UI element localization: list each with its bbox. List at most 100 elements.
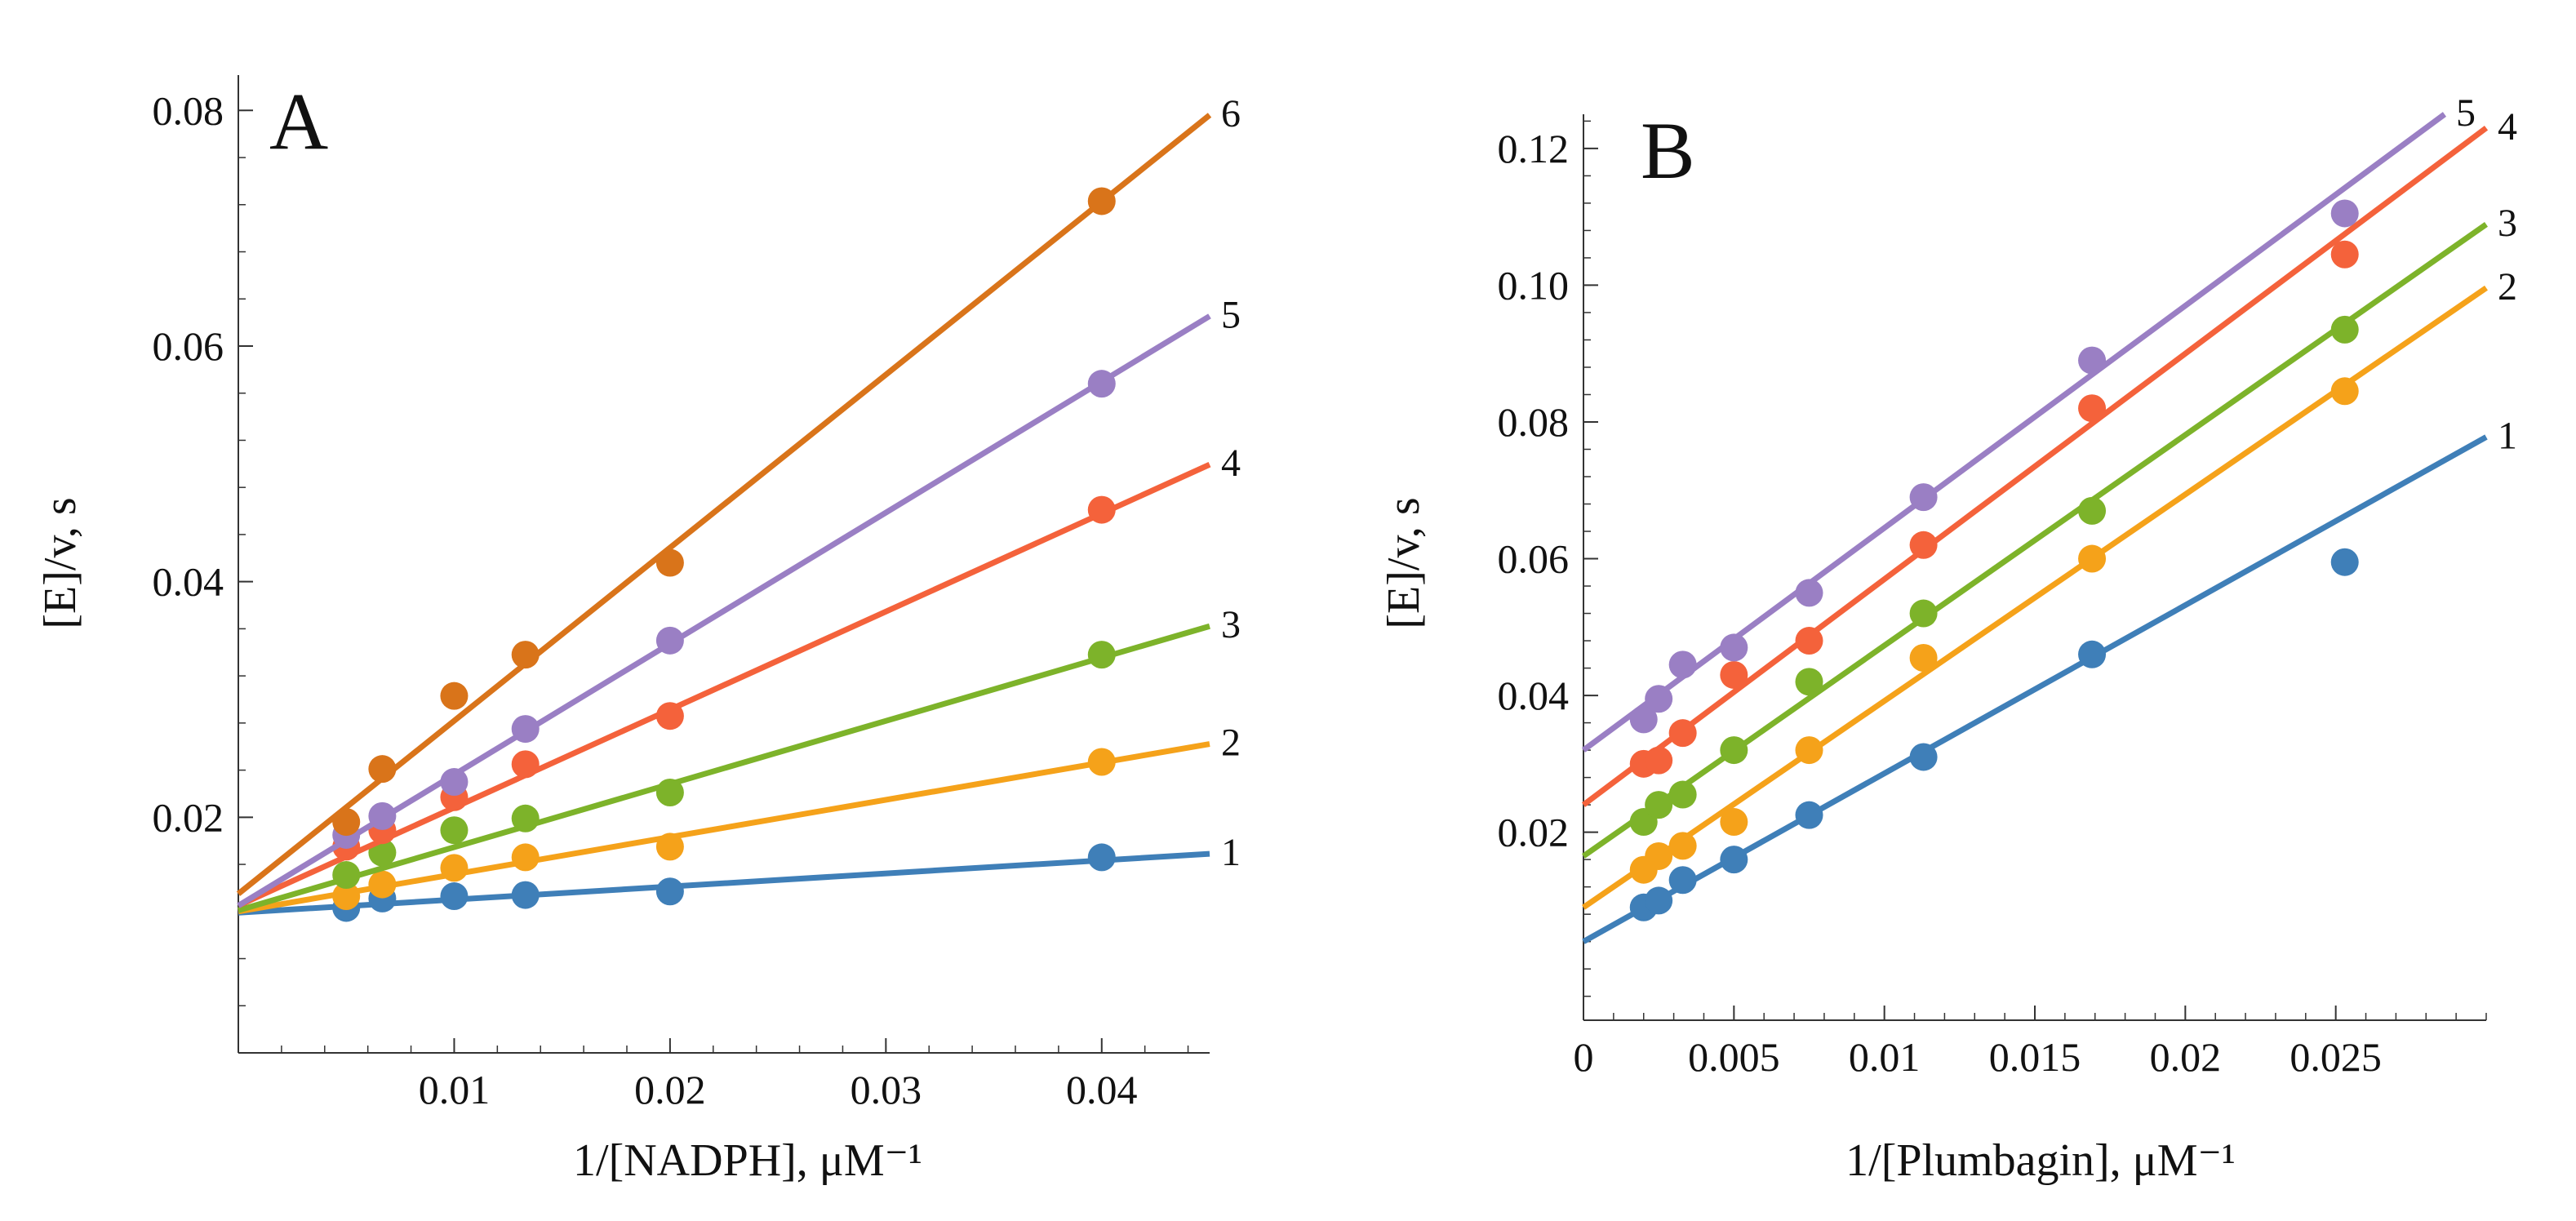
y-tick-label: 0.02 — [153, 794, 224, 840]
x-tick-label: 0.02 — [2150, 1034, 2222, 1080]
data-point — [511, 804, 540, 832]
series-label: 5 — [1221, 293, 1241, 336]
data-point — [440, 882, 469, 911]
y-tick-label: 0.04 — [153, 559, 224, 605]
y-tick-label: 0.04 — [1498, 673, 1570, 718]
data-point — [1795, 801, 1823, 829]
series-label: 1 — [2498, 414, 2517, 457]
data-point — [2330, 315, 2359, 344]
data-point — [1668, 832, 1697, 860]
data-point — [511, 881, 540, 909]
data-point — [2330, 240, 2359, 269]
series-label: 6 — [1221, 92, 1241, 135]
series-label: 3 — [2498, 202, 2517, 245]
fit-line — [1582, 434, 2488, 944]
data-point — [332, 808, 361, 837]
y-axis-title: [E]/v, s — [1379, 497, 1429, 628]
data-point — [655, 779, 684, 807]
data-point — [2330, 199, 2359, 228]
y-tick-label: 0.08 — [1498, 399, 1570, 445]
data-point — [1720, 846, 1748, 874]
series-3: 3 — [1581, 202, 2517, 859]
data-point — [2078, 640, 2107, 668]
data-point — [1645, 886, 1673, 915]
data-point — [2078, 496, 2107, 525]
y-tick-label: 0.02 — [1498, 810, 1570, 855]
series-label: 4 — [1221, 442, 1241, 485]
x-tick-label: 0.02 — [634, 1067, 706, 1112]
panel-letter: B — [1641, 105, 1695, 196]
x-tick-label: 0 — [1574, 1034, 1594, 1080]
data-point — [1087, 748, 1116, 776]
data-point — [2078, 544, 2107, 573]
data-point — [440, 854, 469, 882]
panel-b-chart: 0 0.005 0.01 0.015 0.02 0.025 0.02 0.04 0.06 0.08… — [1379, 91, 2517, 1186]
panel-letter: A — [269, 76, 328, 166]
panel-a-chart: 0.01 0.02 0.03 0.04 0.02 0.04 0.06 0.08 1/[NADPH… — [35, 75, 1241, 1186]
data-point — [1720, 660, 1748, 689]
fit-line — [238, 850, 1210, 916]
data-point — [655, 702, 684, 730]
data-point — [1668, 650, 1697, 679]
series-label: 2 — [2498, 265, 2517, 309]
x-tick-label: 0.015 — [1989, 1034, 2081, 1080]
x-axis-title: 1/[Plumbagin], μM⁻¹ — [1845, 1135, 2236, 1186]
data-point — [440, 682, 469, 710]
fit-line — [1581, 125, 2489, 807]
series-label: 3 — [1221, 603, 1241, 646]
fit-line — [238, 741, 1210, 915]
data-point — [655, 626, 684, 655]
fit-line — [237, 461, 1211, 908]
data-point — [440, 768, 469, 797]
data-point — [511, 715, 540, 744]
series-4: 4 — [1581, 105, 2517, 807]
fit-line — [237, 313, 1211, 908]
x-tick-label: 0.01 — [419, 1067, 491, 1112]
data-point — [368, 801, 397, 830]
data-point — [368, 755, 397, 784]
data-point — [1795, 736, 1823, 765]
data-point — [1795, 579, 1823, 607]
data-point — [332, 882, 361, 911]
y-tick-label: 0.06 — [153, 323, 224, 369]
series-5: 5 — [1581, 91, 2476, 753]
data-point — [1668, 780, 1697, 809]
series-4: 4 — [237, 442, 1241, 908]
data-point — [511, 843, 540, 872]
y-tick-label: 0.06 — [1498, 536, 1570, 582]
data-point — [2078, 346, 2107, 375]
series-2: 2 — [238, 722, 1241, 915]
data-point — [2078, 394, 2107, 423]
series-label: 2 — [1221, 722, 1241, 765]
data-point — [1909, 743, 1938, 771]
data-point — [2330, 377, 2359, 406]
fit-line — [236, 113, 1212, 896]
series-label: 4 — [2498, 105, 2517, 149]
series-1: 1 — [1582, 414, 2517, 944]
x-tick-label: 0.04 — [1066, 1067, 1138, 1112]
x-axis-title: 1/[NADPH], μM⁻¹ — [573, 1135, 922, 1186]
data-point — [511, 641, 540, 669]
data-point — [1087, 495, 1116, 524]
y-tick-label: 0.12 — [1498, 126, 1570, 171]
x-tick-label: 0.01 — [1849, 1034, 1921, 1080]
y-axis-title: [E]/v, s — [35, 497, 86, 628]
data-point — [1909, 531, 1938, 559]
data-point — [1668, 866, 1697, 895]
data-point — [1087, 187, 1116, 215]
fit-line — [1581, 112, 2447, 753]
data-point — [655, 877, 684, 906]
data-point — [1720, 808, 1748, 837]
fit-line — [238, 623, 1210, 913]
data-point — [368, 870, 397, 899]
x-tick-label: 0.03 — [851, 1067, 922, 1112]
data-point — [1087, 641, 1116, 669]
data-point — [511, 750, 540, 779]
data-point — [655, 832, 684, 861]
x-tick-label: 0.025 — [2290, 1034, 2382, 1080]
data-point — [1645, 841, 1673, 870]
series-label: 5 — [2456, 91, 2476, 135]
series-2: 2 — [1582, 265, 2517, 910]
data-point — [1720, 633, 1748, 662]
data-point — [1645, 791, 1673, 819]
